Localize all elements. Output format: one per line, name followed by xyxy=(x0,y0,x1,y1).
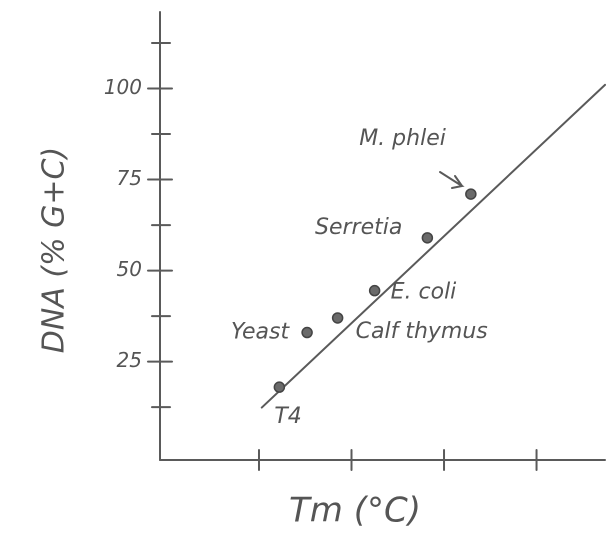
data-point xyxy=(422,233,432,243)
data-point xyxy=(333,313,343,323)
point-label: E. coli xyxy=(391,280,457,305)
y-tick-label: 100 xyxy=(104,75,142,99)
point-label: M. phlei xyxy=(359,126,446,151)
point-label: Calf thymus xyxy=(356,319,488,344)
x-axis-label: Tm (°C) xyxy=(289,491,421,531)
data-point xyxy=(302,328,312,338)
data-point xyxy=(370,286,380,296)
y-tick-label: 75 xyxy=(117,166,142,190)
chart: Tm (°C) DNA (% G+C) 25 50 75 100 T4 Yeast Calf… xyxy=(0,0,607,542)
data-point xyxy=(466,189,476,199)
y-axis-label: DNA (% G+C) xyxy=(37,147,72,353)
y-tick-label: 50 xyxy=(117,257,142,281)
y-tick-label: 25 xyxy=(117,348,142,372)
point-label: Yeast xyxy=(231,320,291,345)
point-label: Serretia xyxy=(315,215,402,240)
point-label: T4 xyxy=(274,404,301,429)
annotation-arrow xyxy=(440,172,462,188)
data-point xyxy=(274,382,284,392)
